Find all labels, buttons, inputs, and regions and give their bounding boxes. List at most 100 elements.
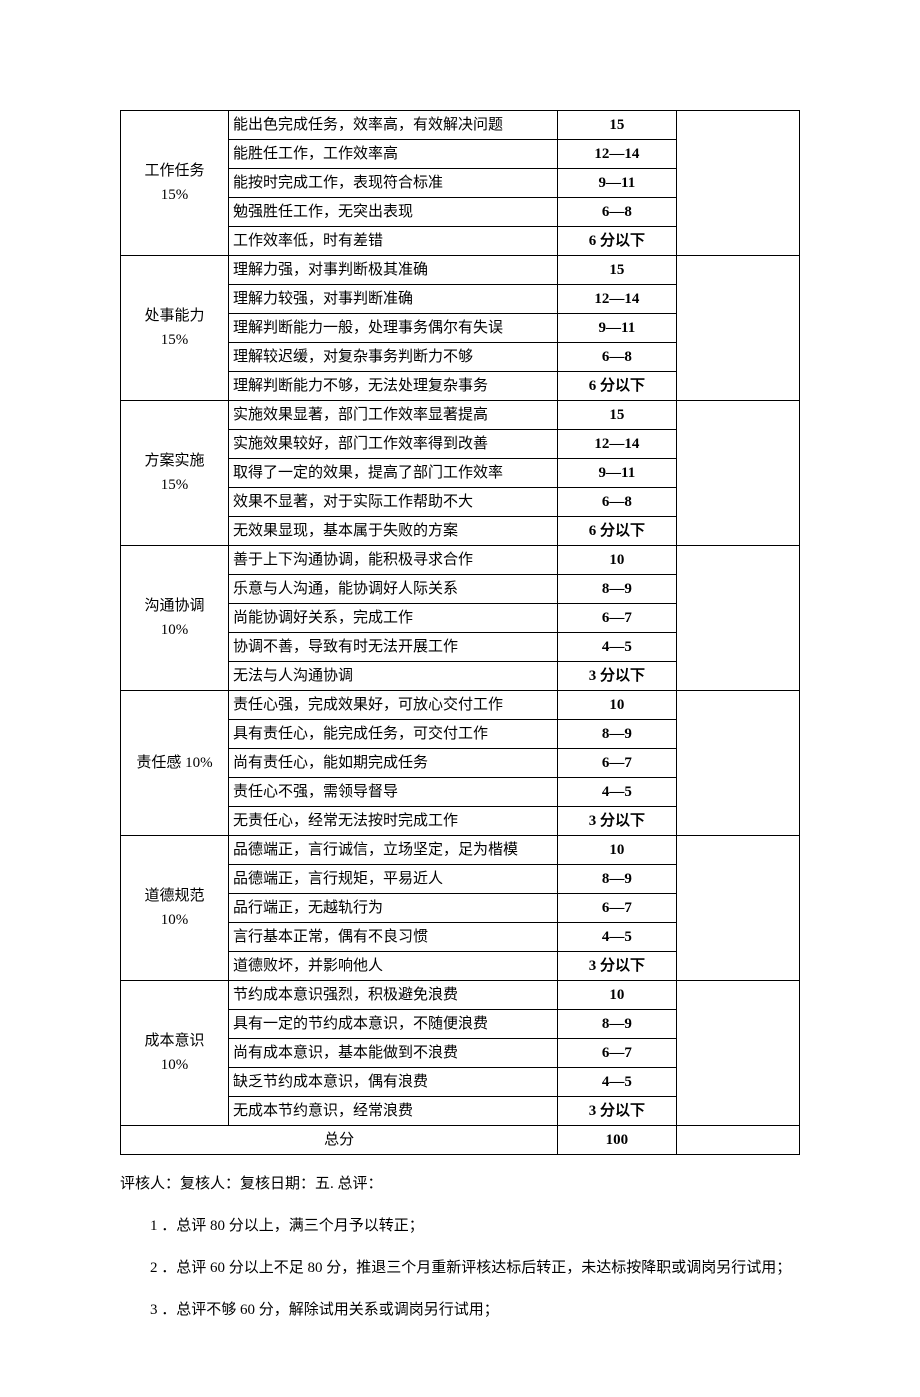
category-cell: 道德规范10%: [121, 836, 229, 981]
score-cell: 3 分以下: [558, 662, 676, 691]
table-row: 方案实施15%实施效果显著，部门工作效率显著提高15: [121, 401, 800, 430]
blank-cell: [676, 111, 799, 256]
desc-cell: 能胜任工作，工作效率高: [229, 140, 558, 169]
score-cell: 9—11: [558, 314, 676, 343]
score-cell: 4—5: [558, 633, 676, 662]
desc-cell: 乐意与人沟通，能协调好人际关系: [229, 575, 558, 604]
desc-cell: 责任心不强，需领导督导: [229, 778, 558, 807]
blank-cell: [676, 401, 799, 546]
total-row: 总分100: [121, 1126, 800, 1155]
summary-item-2: 2 ．总评 60 分以上不足 80 分，推退三个月重新评核达标后转正，未达标按降…: [120, 1253, 800, 1283]
score-cell: 6 分以下: [558, 517, 676, 546]
table-row: 道德规范10%品德端正，言行诚信，立场坚定，足为楷模10: [121, 836, 800, 865]
notes-section: 评核人：复核人：复核日期：五. 总评： 1 ．总评 80 分以上，满三个月予以转…: [120, 1169, 800, 1325]
desc-cell: 言行基本正常，偶有不良习惯: [229, 923, 558, 952]
desc-cell: 工作效率低，时有差错: [229, 227, 558, 256]
total-label: 总分: [121, 1126, 558, 1155]
desc-cell: 品行端正，无越轨行为: [229, 894, 558, 923]
score-cell: 10: [558, 546, 676, 575]
score-cell: 8—9: [558, 1010, 676, 1039]
desc-cell: 责任心强，完成效果好，可放心交付工作: [229, 691, 558, 720]
score-cell: 9—11: [558, 459, 676, 488]
score-cell: 4—5: [558, 1068, 676, 1097]
score-cell: 6—7: [558, 894, 676, 923]
desc-cell: 效果不显著，对于实际工作帮助不大: [229, 488, 558, 517]
blank-cell: [676, 1126, 799, 1155]
table-row: 责任感 10%责任心强，完成效果好，可放心交付工作10: [121, 691, 800, 720]
total-score: 100: [558, 1126, 676, 1155]
desc-cell: 实施效果显著，部门工作效率显著提高: [229, 401, 558, 430]
desc-cell: 无成本节约意识，经常浪费: [229, 1097, 558, 1126]
score-cell: 9—11: [558, 169, 676, 198]
score-cell: 8—9: [558, 865, 676, 894]
desc-cell: 具有责任心，能完成任务，可交付工作: [229, 720, 558, 749]
reviewer-line: 评核人：复核人：复核日期：五. 总评：: [120, 1169, 800, 1199]
score-cell: 8—9: [558, 720, 676, 749]
score-cell: 3 分以下: [558, 952, 676, 981]
desc-cell: 理解力强，对事判断极其准确: [229, 256, 558, 285]
category-cell: 工作任务15%: [121, 111, 229, 256]
score-cell: 10: [558, 691, 676, 720]
blank-cell: [676, 981, 799, 1126]
score-cell: 3 分以下: [558, 807, 676, 836]
table-row: 工作任务15%能出色完成任务，效率高，有效解决问题15: [121, 111, 800, 140]
desc-cell: 节约成本意识强烈，积极避免浪费: [229, 981, 558, 1010]
desc-cell: 无效果显现，基本属于失败的方案: [229, 517, 558, 546]
table-row: 沟通协调10%善于上下沟通协调，能积极寻求合作10: [121, 546, 800, 575]
score-cell: 3 分以下: [558, 1097, 676, 1126]
score-cell: 10: [558, 836, 676, 865]
desc-cell: 善于上下沟通协调，能积极寻求合作: [229, 546, 558, 575]
desc-cell: 品德端正，言行规矩，平易近人: [229, 865, 558, 894]
desc-cell: 道德败坏，并影响他人: [229, 952, 558, 981]
desc-cell: 无责任心，经常无法按时完成工作: [229, 807, 558, 836]
desc-cell: 协调不善，导致有时无法开展工作: [229, 633, 558, 662]
desc-cell: 理解判断能力不够，无法处理复杂事务: [229, 372, 558, 401]
desc-cell: 尚能协调好关系，完成工作: [229, 604, 558, 633]
score-cell: 15: [558, 401, 676, 430]
category-cell: 责任感 10%: [121, 691, 229, 836]
summary-item-3: 3 ．总评不够 60 分，解除试用关系或调岗另行试用；: [120, 1295, 800, 1325]
score-cell: 6 分以下: [558, 227, 676, 256]
desc-cell: 无法与人沟通协调: [229, 662, 558, 691]
desc-cell: 尚有责任心，能如期完成任务: [229, 749, 558, 778]
score-cell: 8—9: [558, 575, 676, 604]
score-cell: 15: [558, 256, 676, 285]
category-cell: 方案实施15%: [121, 401, 229, 546]
desc-cell: 理解力较强，对事判断准确: [229, 285, 558, 314]
score-cell: 6—7: [558, 1039, 676, 1068]
desc-cell: 品德端正，言行诚信，立场坚定，足为楷模: [229, 836, 558, 865]
score-cell: 12—14: [558, 430, 676, 459]
score-cell: 12—14: [558, 285, 676, 314]
score-cell: 6—8: [558, 198, 676, 227]
table-body: 工作任务15%能出色完成任务，效率高，有效解决问题15能胜任工作，工作效率高12…: [121, 111, 800, 1155]
desc-cell: 实施效果较好，部门工作效率得到改善: [229, 430, 558, 459]
category-cell: 处事能力15%: [121, 256, 229, 401]
desc-cell: 能按时完成工作，表现符合标准: [229, 169, 558, 198]
evaluation-table: 工作任务15%能出色完成任务，效率高，有效解决问题15能胜任工作，工作效率高12…: [120, 110, 800, 1155]
score-cell: 6 分以下: [558, 372, 676, 401]
blank-cell: [676, 546, 799, 691]
blank-cell: [676, 836, 799, 981]
desc-cell: 理解判断能力一般，处理事务偶尔有失误: [229, 314, 558, 343]
desc-cell: 能出色完成任务，效率高，有效解决问题: [229, 111, 558, 140]
score-cell: 6—8: [558, 488, 676, 517]
category-cell: 成本意识10%: [121, 981, 229, 1126]
category-cell: 沟通协调10%: [121, 546, 229, 691]
score-cell: 10: [558, 981, 676, 1010]
summary-item-1: 1 ．总评 80 分以上，满三个月予以转正；: [120, 1211, 800, 1241]
score-cell: 4—5: [558, 923, 676, 952]
score-cell: 6—7: [558, 604, 676, 633]
desc-cell: 具有一定的节约成本意识，不随便浪费: [229, 1010, 558, 1039]
blank-cell: [676, 691, 799, 836]
desc-cell: 理解较迟缓，对复杂事务判断力不够: [229, 343, 558, 372]
score-cell: 6—8: [558, 343, 676, 372]
score-cell: 4—5: [558, 778, 676, 807]
score-cell: 12—14: [558, 140, 676, 169]
blank-cell: [676, 256, 799, 401]
desc-cell: 尚有成本意识，基本能做到不浪费: [229, 1039, 558, 1068]
desc-cell: 取得了一定的效果，提高了部门工作效率: [229, 459, 558, 488]
table-row: 处事能力15%理解力强，对事判断极其准确15: [121, 256, 800, 285]
score-cell: 15: [558, 111, 676, 140]
score-cell: 6—7: [558, 749, 676, 778]
table-row: 成本意识10%节约成本意识强烈，积极避免浪费10: [121, 981, 800, 1010]
